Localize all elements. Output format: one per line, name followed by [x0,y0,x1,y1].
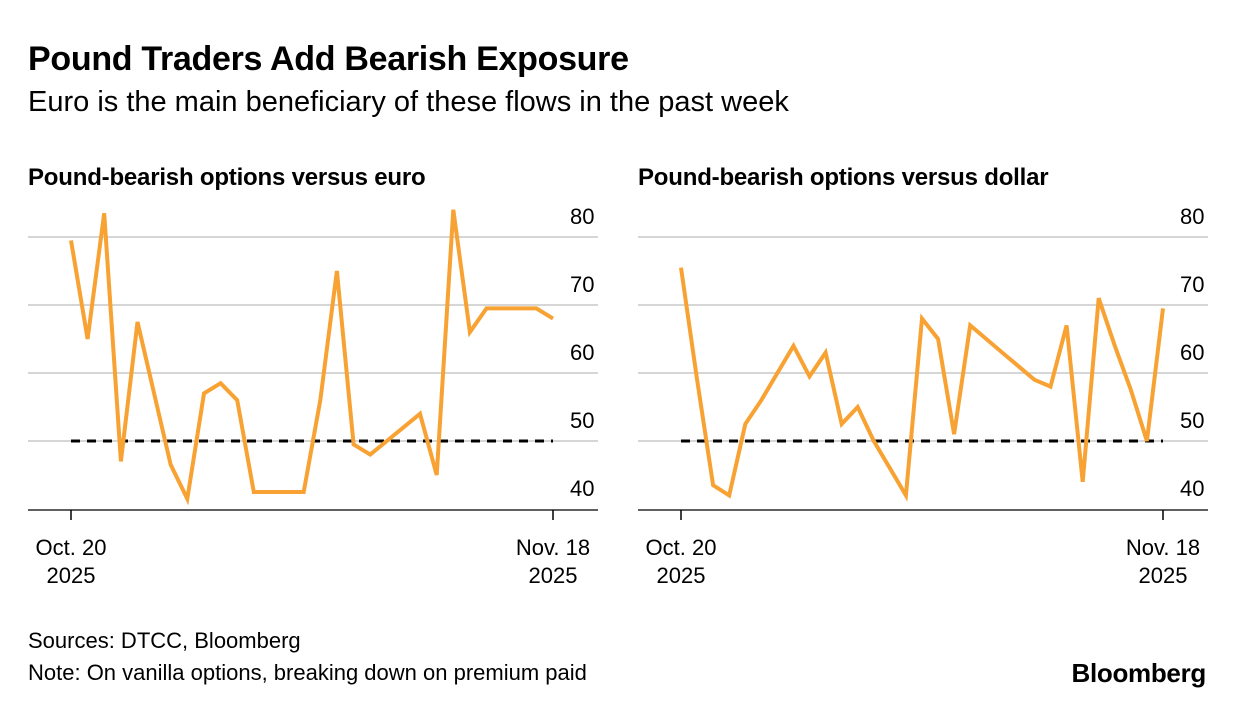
y-tick-label-70: 70 [1180,272,1204,297]
y-tick-label-40: 40 [1180,476,1204,501]
series-line-euro [69,209,555,506]
x-tick-label-0-line2: 2025 [657,563,706,588]
y-tick-label-50: 50 [1180,408,1204,433]
chart-panel-dollar: 40 50 60 70 80 Oct. 20 2025 Nov. 18 2025 [638,204,1208,588]
sources-text: Sources: DTCC, Bloomberg [28,628,301,653]
bloomberg-logo: Bloomberg [1071,658,1206,688]
x-tick-label-1-line1: Nov. 18 [516,535,590,560]
x-tick-label-0-line1: Oct. 20 [646,535,717,560]
x-tick-label-1-line1: Nov. 18 [1126,535,1200,560]
chart-panel-euro: 40 50 60 70 80 Oct. 20 2025 Nov. 18 2025 [28,204,598,588]
y-tick-label-60: 60 [1180,340,1204,365]
y-tick-label-80: 80 [1180,204,1204,229]
y-tick-label-70: 70 [570,272,594,297]
chart-subtitle: Euro is the main beneficiary of these fl… [28,86,789,118]
x-tick-label-1-line2: 2025 [1139,563,1188,588]
y-tick-label-60: 60 [570,340,594,365]
x-tick-label-0-line2: 2025 [47,563,96,588]
y-tick-label-40: 40 [570,476,594,501]
x-tick-label-0-line1: Oct. 20 [36,535,107,560]
y-tick-label-80: 80 [570,204,594,229]
x-tick-label-1-line2: 2025 [529,563,578,588]
series-line-dollar [679,267,1165,502]
y-tick-label-50: 50 [570,408,594,433]
panel-title-euro: Pound-bearish options versus euro [28,164,426,191]
note-text: Note: On vanilla options, breaking down … [28,660,587,685]
panel-title-dollar: Pound-bearish options versus dollar [638,164,1049,191]
chart-title: Pound Traders Add Bearish Exposure [28,40,629,78]
